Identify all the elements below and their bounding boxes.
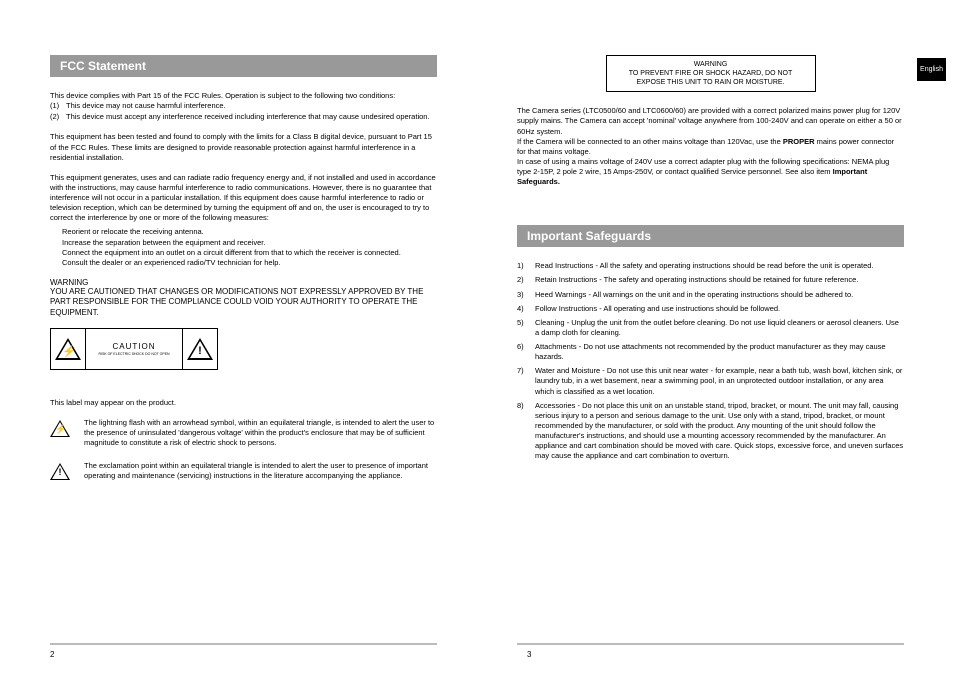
page-right: WARNING TO PREVENT FIRE OR SHOCK HAZARD,… — [477, 0, 954, 677]
safeguard-text: Read Instructions - All the safety and o… — [535, 261, 904, 271]
safeguard-num: 6) — [517, 342, 535, 362]
fcc-heading: FCC Statement — [50, 55, 437, 77]
safeguard-num: 1) — [517, 261, 535, 271]
lightning-icon: ⚡ — [50, 418, 72, 448]
caution-word: CAUTION — [113, 342, 156, 351]
safeguard-text: Cleaning - Unplug the unit from the outl… — [535, 318, 904, 338]
safeguard-item: 4)Follow Instructions - All operating an… — [517, 304, 904, 314]
fcc-p1: This device complies with Part 15 of the… — [50, 91, 437, 101]
safeguard-text: Accessories - Do not place this unit on … — [535, 401, 904, 462]
exclamation-triangle-icon: ! — [183, 338, 217, 360]
safeguard-item: 5)Cleaning - Unplug the unit from the ou… — [517, 318, 904, 338]
safeguards-list: 1)Read Instructions - All the safety and… — [517, 261, 904, 461]
lightning-explain: ⚡ The lightning flash with an arrowhead … — [50, 418, 437, 448]
camera-p1b-pre: If the Camera will be connected to an ot… — [517, 137, 783, 146]
fcc-p3: This equipment generates, uses and can r… — [50, 173, 437, 224]
safeguard-item: 6)Attachments - Do not use attachments n… — [517, 342, 904, 362]
cond-1: (1) This device may not cause harmful in… — [50, 101, 437, 111]
safeguard-text: Follow Instructions - All operating and … — [535, 304, 904, 314]
page-number-left: 2 — [50, 650, 54, 659]
camera-p1a: The Camera series (LTC0500/60 and LTC060… — [517, 106, 902, 135]
page-number-right: 3 — [527, 650, 904, 659]
language-label: English — [920, 66, 943, 73]
fcc-p2: This equipment has been tested and found… — [50, 132, 437, 162]
safeguard-num: 3) — [517, 290, 535, 300]
label-note: This label may appear on the product. — [50, 398, 437, 408]
safeguard-item: 1)Read Instructions - All the safety and… — [517, 261, 904, 271]
warning-box-title: WARNING — [615, 60, 807, 69]
measures-list: Reorient or relocate the receiving anten… — [50, 227, 437, 268]
measure-2: Increase the separation between the equi… — [62, 238, 437, 248]
caution-sub: RISK OF ELECTRIC SHOCK DO NOT OPEN — [98, 352, 169, 356]
warning-box: WARNING TO PREVENT FIRE OR SHOCK HAZARD,… — [606, 55, 816, 92]
caution-center: CAUTION RISK OF ELECTRIC SHOCK DO NOT OP… — [85, 329, 183, 369]
lightning-triangle-icon: ⚡ — [51, 338, 85, 360]
camera-info: The Camera series (LTC0500/60 and LTC060… — [517, 106, 904, 187]
safeguard-num: 5) — [517, 318, 535, 338]
footer-rule-right — [517, 643, 904, 645]
warning-text: YOU ARE CAUTIONED THAT CHANGES OR MODIFI… — [50, 287, 437, 318]
safeguard-text: Attachments - Do not use attachments not… — [535, 342, 904, 362]
safeguard-item: 3)Heed Warnings - All warnings on the un… — [517, 290, 904, 300]
lightning-text: The lightning flash with an arrowhead sy… — [84, 418, 437, 448]
safeguard-num: 8) — [517, 401, 535, 462]
warning-heading: WARNING — [50, 278, 437, 287]
safeguard-num: 4) — [517, 304, 535, 314]
safeguard-num: 7) — [517, 366, 535, 396]
safeguard-item: 2)Retain Instructions - The safety and o… — [517, 275, 904, 285]
warning-box-text: TO PREVENT FIRE OR SHOCK HAZARD, DO NOT … — [615, 69, 807, 87]
safeguard-item: 8)Accessories - Do not place this unit o… — [517, 401, 904, 462]
cond-2: (2) This device must accept any interfer… — [50, 112, 437, 122]
safeguard-text: Heed Warnings - All warnings on the unit… — [535, 290, 904, 300]
fcc-intro: This device complies with Part 15 of the… — [50, 91, 437, 122]
safeguard-text: Water and Moisture - Do not use this uni… — [535, 366, 904, 396]
safeguards-heading: Important Safeguards — [517, 225, 904, 247]
safeguard-text: Retain Instructions - The safety and ope… — [535, 275, 904, 285]
page-left: FCC Statement This device complies with … — [0, 0, 477, 677]
exclamation-explain: ! The exclamation point within an equila… — [50, 461, 437, 481]
exclamation-text: The exclamation point within an equilate… — [84, 461, 437, 481]
safeguard-num: 2) — [517, 275, 535, 285]
caution-label-graphic: ⚡ CAUTION RISK OF ELECTRIC SHOCK DO NOT … — [50, 328, 218, 370]
measure-4: Consult the dealer or an experienced rad… — [62, 258, 437, 268]
exclamation-icon: ! — [50, 461, 72, 481]
measure-1: Reorient or relocate the receiving anten… — [62, 227, 437, 237]
proper-bold: PROPER — [783, 137, 815, 146]
language-tab: English — [917, 58, 946, 81]
measure-3: Connect the equipment into an outlet on … — [62, 248, 437, 258]
safeguard-item: 7)Water and Moisture - Do not use this u… — [517, 366, 904, 396]
footer-rule-left — [50, 643, 437, 645]
